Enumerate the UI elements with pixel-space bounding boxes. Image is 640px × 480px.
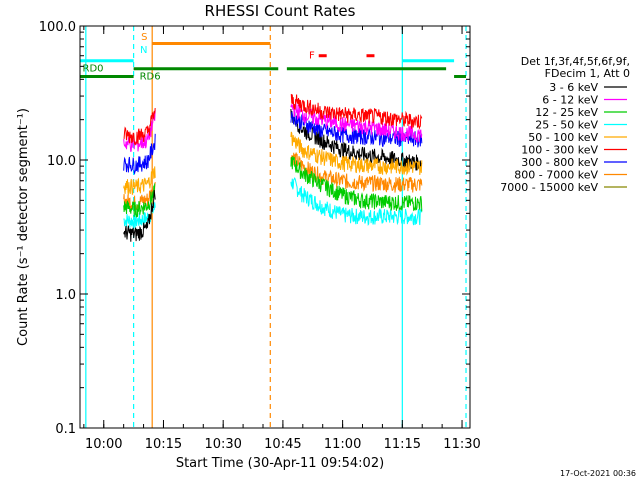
series-line <box>290 176 423 227</box>
legend-entry-label: 3 - 6 keV <box>549 81 598 94</box>
legend-entry-label: 7000 - 15000 keV <box>500 181 598 194</box>
y-tick-label: 10.0 <box>47 154 76 169</box>
chart-title: RHESSI Count Rates <box>205 2 356 20</box>
annotation-label-rd6: RD6 <box>140 71 161 82</box>
x-axis-label: Start Time (30-Apr-11 09:54:02) <box>176 456 384 471</box>
annotation-label-n: N <box>140 45 147 56</box>
series-line <box>290 152 423 193</box>
series-line <box>123 133 156 175</box>
y-tick-label: 100.0 <box>39 20 76 35</box>
x-tick-label: 11:30 <box>443 437 480 452</box>
legend-entry-label: 300 - 800 keV <box>521 156 598 169</box>
legend-header: Det 1f,3f,4f,5f,6f,9f, <box>521 55 630 68</box>
legend-entry-label: 800 - 7000 keV <box>514 169 598 182</box>
annotation-label-f: F <box>309 51 315 62</box>
timestamp: 17-Oct-2021 00:36 <box>560 469 636 478</box>
series-line <box>123 190 156 242</box>
series-line <box>123 108 156 146</box>
y-axis-label: Count Rate (s⁻¹ detector segment⁻¹) <box>16 108 31 346</box>
series-line <box>290 110 423 148</box>
plot-frame <box>79 25 471 429</box>
series-line <box>290 108 423 171</box>
legend-entry-label: 100 - 300 keV <box>521 144 598 157</box>
series-layer <box>123 93 423 242</box>
series-line <box>290 102 423 143</box>
legend-entry-label: 6 - 12 keV <box>542 94 598 107</box>
legend: Det 1f,3f,4f,5f,6f,9f,FDecim 1, Att 03 -… <box>500 55 630 194</box>
legend-entry-label: 25 - 50 keV <box>535 119 598 132</box>
y-tick-label: 1.0 <box>55 288 76 303</box>
x-tick-label: 10:00 <box>85 437 122 452</box>
x-tick-label: 10:30 <box>204 437 241 452</box>
series-line <box>290 131 423 176</box>
series-line <box>290 93 423 130</box>
x-tick-label: 10:45 <box>264 437 301 452</box>
legend-entry-label: 50 - 100 keV <box>528 131 598 144</box>
annotation-label-rd0: RD0 <box>83 64 104 75</box>
y-tick-label: 0.1 <box>55 422 76 437</box>
x-tick-label: 11:15 <box>384 437 421 452</box>
series-line <box>290 156 423 212</box>
series-line <box>123 183 156 218</box>
axis-layer: 10:00 10:15 10:30 10:45 11:00 11:15 11:30 0.1 1.… <box>39 20 481 452</box>
legend-entry-label: 12 - 25 keV <box>535 106 598 119</box>
series-line <box>123 166 156 196</box>
annotation-label-s: S <box>141 32 147 43</box>
annotation-layer: SN F RD0 RD6 <box>80 26 467 428</box>
x-tick-label: 10:15 <box>145 437 182 452</box>
legend-header: FDecim 1, Att 0 <box>545 67 630 80</box>
x-tick-label: 11:00 <box>324 437 361 452</box>
